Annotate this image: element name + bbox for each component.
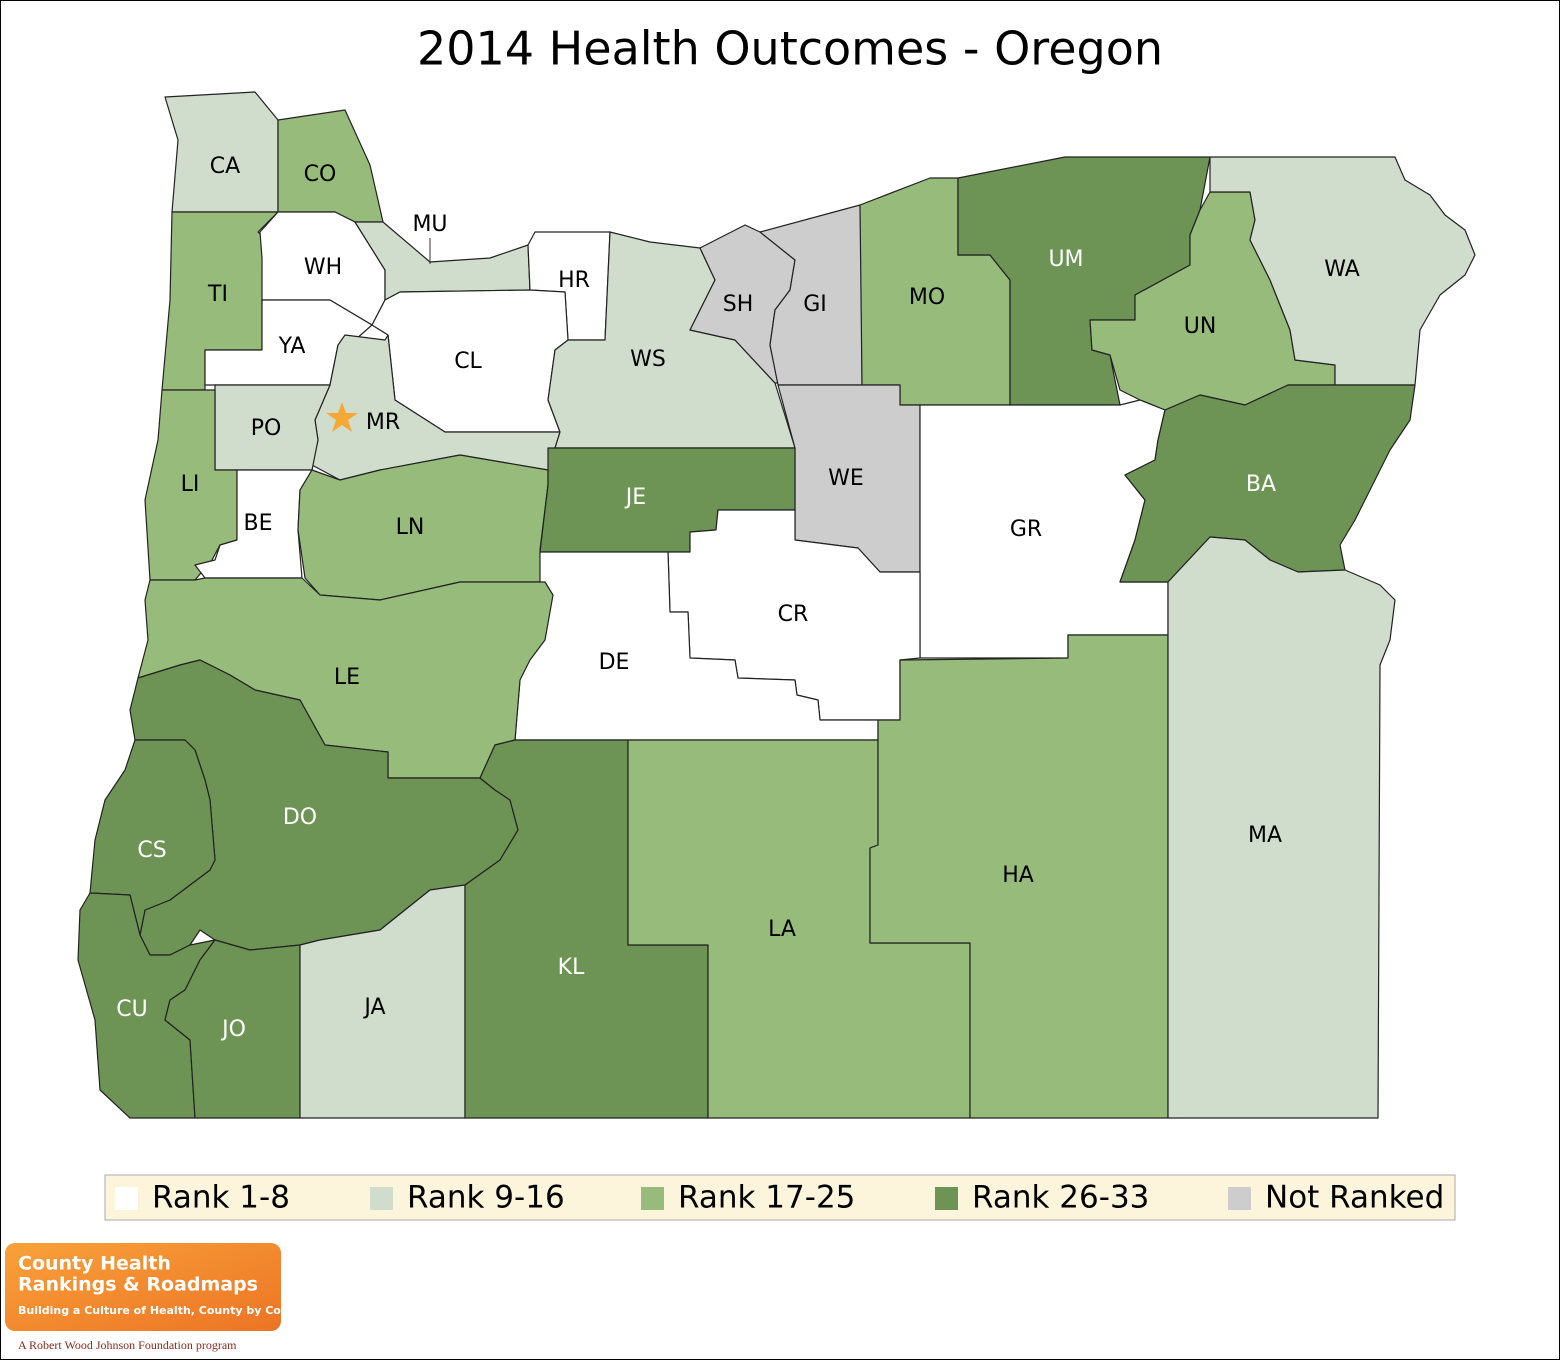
- county-label: JE: [624, 485, 646, 510]
- county-label: LN: [396, 515, 425, 540]
- county-label: CR: [778, 602, 809, 627]
- legend-swatch: [115, 1187, 138, 1210]
- county-label: MA: [1248, 823, 1282, 848]
- county-label: MO: [909, 285, 945, 310]
- county-label: TI: [207, 282, 228, 307]
- legend-label: Rank 9-16: [407, 1180, 565, 1216]
- county-label: YA: [278, 334, 306, 359]
- county: [164, 91, 279, 213]
- county-label: LI: [181, 472, 200, 497]
- county-label: HR: [558, 268, 590, 293]
- logo: [5, 1243, 281, 1331]
- county-label: CL: [454, 349, 482, 374]
- logo-tagline: Building a Culture of Health, County by …: [18, 1304, 309, 1317]
- county-label: UM: [1048, 247, 1083, 272]
- county-label: WA: [1324, 257, 1360, 282]
- legend-label: Rank 26-33: [972, 1180, 1149, 1216]
- county-label: CS: [137, 838, 166, 863]
- county: [144, 389, 238, 581]
- county-label: CA: [210, 154, 240, 179]
- county: [1167, 536, 1396, 1119]
- county-label: JO: [220, 1017, 246, 1042]
- county-label: BE: [244, 511, 273, 536]
- legend: Rank 1-8 Rank 9-16 Rank 17-25 Rank 26-33 Not…: [115, 1180, 1444, 1216]
- county-label: JA: [362, 995, 385, 1020]
- county: [164, 939, 301, 1119]
- county-label: SH: [723, 292, 754, 317]
- logo-text: Rankings & Roadmaps: [18, 1274, 258, 1296]
- county-label: LE: [334, 665, 360, 690]
- legend-label: Rank 17-25: [678, 1180, 855, 1216]
- county-label: KL: [558, 955, 585, 980]
- county-label: DO: [283, 805, 317, 830]
- county-label: PO: [251, 416, 282, 441]
- capital-star: [326, 402, 358, 432]
- county-label: MU: [412, 212, 447, 237]
- county-label: CO: [304, 162, 337, 187]
- legend-swatch: [370, 1187, 393, 1210]
- county-label: CU: [116, 997, 147, 1022]
- county: [89, 739, 216, 936]
- map-labels: CA CO TI WH YA MU HR CL MR PO LI BE LN WS SH GI MO UM UN WA…: [116, 154, 1360, 1042]
- county-label: UN: [1184, 314, 1217, 339]
- legend-swatch: [641, 1187, 664, 1210]
- map: [77, 91, 1476, 1119]
- county-label: BA: [1246, 472, 1276, 497]
- county-label: LA: [768, 917, 796, 942]
- legend-swatch: [1228, 1187, 1251, 1210]
- county-label: GR: [1010, 517, 1042, 542]
- logo-text: County Health: [18, 1253, 171, 1275]
- legend-label: Rank 1-8: [152, 1180, 290, 1216]
- logo-footer: A Robert Wood Johnson Foundation program: [18, 1338, 237, 1352]
- county: [919, 399, 1169, 659]
- county-label: MR: [366, 410, 400, 435]
- legend-label: Not Ranked: [1265, 1180, 1444, 1216]
- county-label: DE: [599, 650, 630, 675]
- legend-swatch: [935, 1187, 958, 1210]
- county-label: GI: [803, 292, 827, 317]
- county-label: WE: [828, 466, 864, 491]
- county: [299, 884, 466, 1119]
- county-label: WS: [630, 347, 666, 372]
- county-label: WH: [304, 255, 342, 280]
- county-label: HA: [1002, 863, 1034, 888]
- title: 2014 Health Outcomes - Oregon: [417, 22, 1163, 76]
